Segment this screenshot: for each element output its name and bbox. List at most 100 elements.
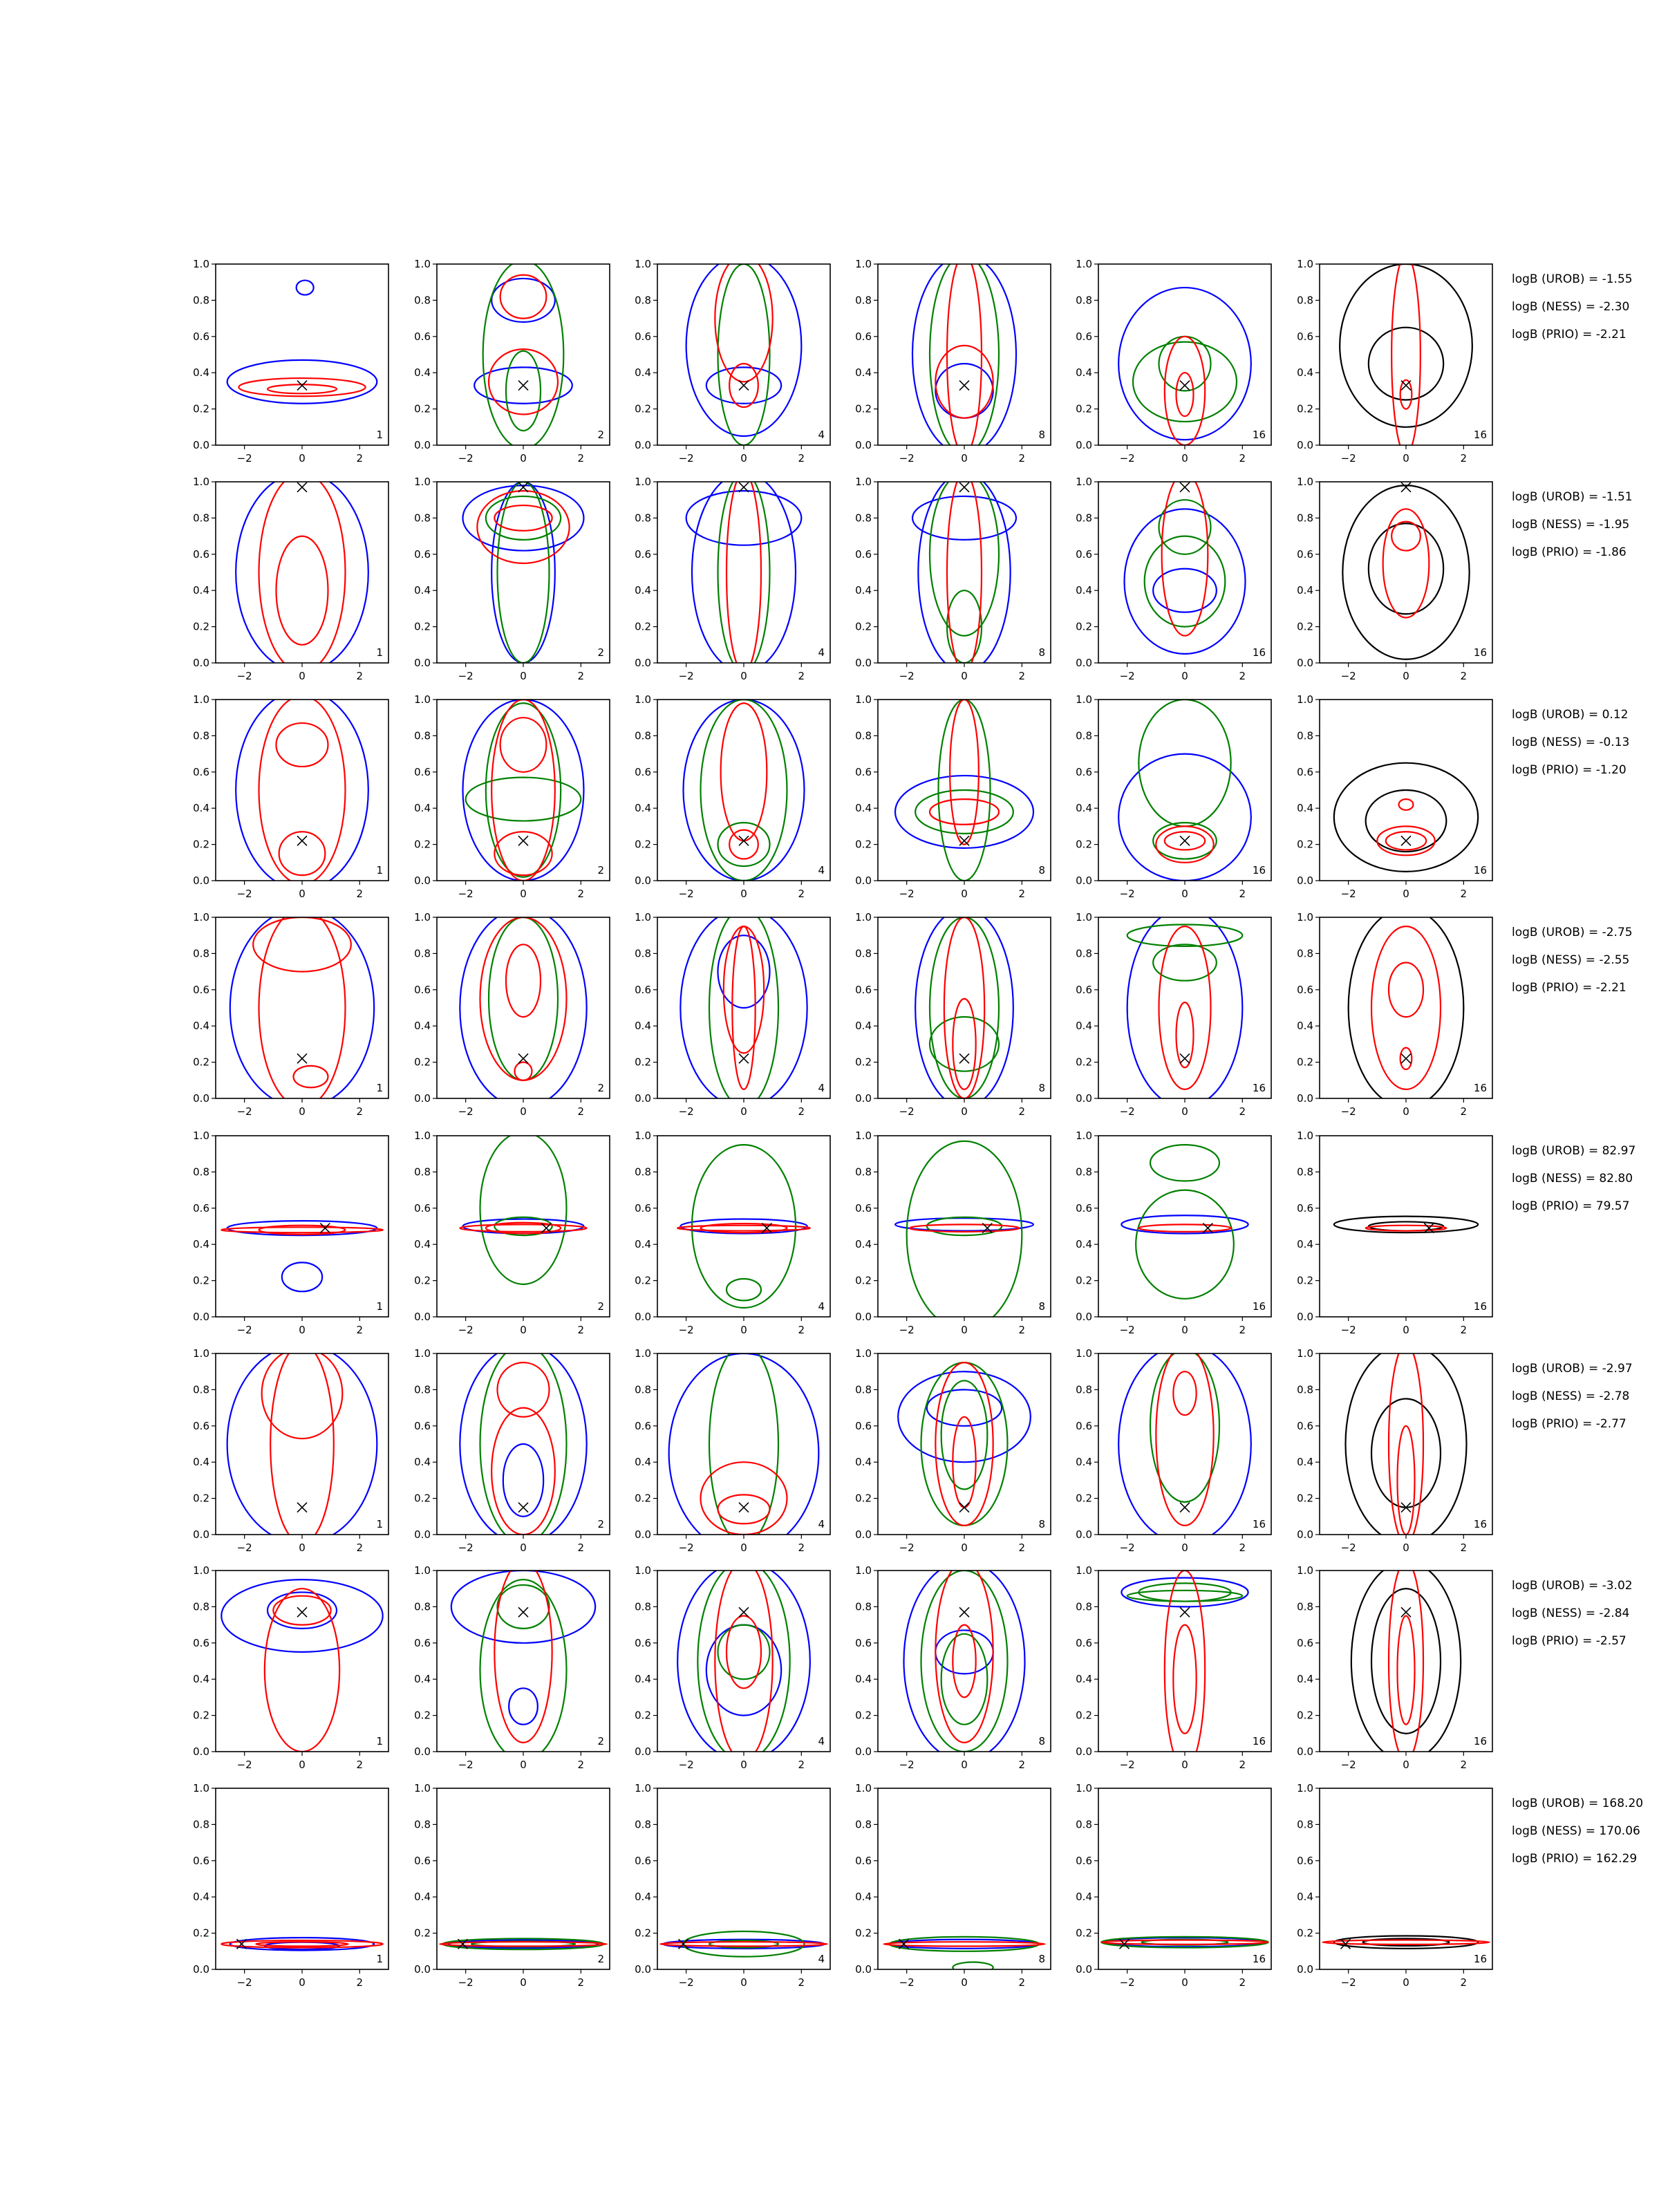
contour-black-1 xyxy=(1333,1215,1479,1234)
x-tick-label: 0 xyxy=(520,1105,527,1118)
contour-green-3 xyxy=(920,1571,1009,1752)
x-tick-label: 0 xyxy=(961,670,968,682)
logb-stat: logB (NESS) = -2.84 xyxy=(1512,1606,1629,1620)
contour-red-6 xyxy=(476,489,570,564)
x-tick-label: −2 xyxy=(899,670,915,682)
x-tick-label: −2 xyxy=(1341,888,1356,900)
x-marker xyxy=(738,1053,749,1064)
y-tick-label: 0.4 xyxy=(855,1238,872,1250)
x-tick-label: 2 xyxy=(1019,452,1026,465)
contour-red-6 xyxy=(952,1624,977,1698)
y-tick-label: 0.4 xyxy=(1076,1020,1092,1032)
contour-red-4 xyxy=(439,1941,608,1947)
panel-r7-c5: 0.0 0.2 0.4 0.6 0.8 1.0 −2 0 2 16 xyxy=(1076,1564,1272,1771)
panel-r6-c1: 0.0 0.2 0.4 0.6 0.8 1.0 −2 0 21 xyxy=(193,1347,389,1554)
y-tick-label: 0.4 xyxy=(414,802,431,814)
x-tick-label: 2 xyxy=(578,1976,585,1989)
panel-number: 1 xyxy=(376,1735,383,1747)
x-marker xyxy=(959,1606,970,1618)
x-tick-label: 0 xyxy=(1403,1324,1409,1336)
y-tick-label: 0.2 xyxy=(1076,1709,1092,1722)
x-tick-label: −2 xyxy=(1341,452,1356,465)
contour-blue-1 xyxy=(679,1218,808,1235)
contour-black-2 xyxy=(1367,523,1445,615)
contour-group xyxy=(1100,1936,1269,1949)
contour-black-2 xyxy=(1362,1938,1450,1947)
panel-number: 8 xyxy=(1038,1953,1045,1965)
y-tick-label: 0.8 xyxy=(635,512,651,524)
contour-red-4 xyxy=(943,917,986,1098)
x-marker xyxy=(738,482,749,493)
contour-red-3 xyxy=(1382,508,1430,619)
panel-number: 8 xyxy=(1038,864,1045,877)
contour-green-3 xyxy=(725,1277,762,1302)
contour-green-3 xyxy=(1152,944,1217,982)
y-tick-label: 1.0 xyxy=(635,911,651,924)
x-tick-label: 2 xyxy=(357,1324,364,1336)
y-tick-label: 0.8 xyxy=(1076,294,1092,306)
x-tick-label: −2 xyxy=(899,452,915,465)
y-tick-label: 0.2 xyxy=(193,838,209,851)
y-tick-label: 0.2 xyxy=(1297,621,1313,633)
contour-blue-1 xyxy=(685,264,803,437)
y-tick-label: 0.0 xyxy=(1297,1311,1313,1323)
x-tick-label: −2 xyxy=(1341,1105,1356,1118)
y-tick-label: 0.8 xyxy=(1076,729,1092,742)
panel-frame xyxy=(215,481,389,664)
logb-stat: logB (NESS) = -2.30 xyxy=(1512,300,1629,314)
x-marker xyxy=(1179,482,1190,493)
y-tick-label: 0.8 xyxy=(1297,1165,1313,1178)
y-tick-label: 1.0 xyxy=(414,693,431,706)
contour-group xyxy=(659,1930,828,1958)
contour-green-4 xyxy=(940,1633,988,1725)
x-marker xyxy=(738,1502,749,1513)
y-tick-label: 1.0 xyxy=(1076,476,1092,488)
contour-black-2 xyxy=(1370,1398,1442,1508)
y-tick-label: 0.0 xyxy=(855,874,872,887)
y-tick-label: 0.2 xyxy=(414,1492,431,1505)
x-tick-label: −2 xyxy=(458,1324,474,1336)
logb-stat: logB (UROB) = -1.51 xyxy=(1512,490,1633,504)
contour-red-2 xyxy=(1370,925,1442,1090)
panel-frame xyxy=(657,481,831,664)
y-tick-label: 1.0 xyxy=(1297,1782,1313,1794)
y-tick-label: 0.0 xyxy=(193,1092,209,1105)
y-tick-label: 0.8 xyxy=(193,512,209,524)
panel-frame xyxy=(215,263,389,446)
y-tick-label: 0.0 xyxy=(1076,1745,1092,1758)
contour-green-4 xyxy=(496,482,550,663)
x-marker xyxy=(297,1606,308,1618)
y-tick-label: 0.8 xyxy=(855,512,872,524)
y-tick-label: 0.6 xyxy=(1297,1420,1313,1432)
x-tick-label: −2 xyxy=(899,1759,915,1771)
contour-red-5 xyxy=(731,925,756,1090)
y-tick-label: 1.0 xyxy=(855,1130,872,1142)
contour-group xyxy=(1344,1353,1468,1535)
y-tick-label: 0.4 xyxy=(855,1456,872,1468)
x-tick-label: 2 xyxy=(1461,1541,1468,1554)
x-tick-label: 0 xyxy=(740,1541,747,1554)
contour-green-2 xyxy=(708,1353,780,1535)
y-tick-label: 1.0 xyxy=(193,1130,209,1142)
y-tick-label: 0.6 xyxy=(193,1202,209,1215)
y-tick-label: 0.4 xyxy=(414,584,431,597)
x-tick-label: 2 xyxy=(357,452,364,465)
panel-r6-c5: 0.0 0.2 0.4 0.6 0.8 1.0 −2 0 2 16 xyxy=(1076,1347,1272,1554)
x-marker xyxy=(959,1502,970,1513)
contour-group xyxy=(897,1361,1031,1526)
x-marker xyxy=(1179,379,1190,391)
x-marker xyxy=(319,1223,330,1234)
panel-frame xyxy=(1098,263,1272,446)
contour-blue-1 xyxy=(1118,753,1252,881)
x-tick-label: 0 xyxy=(299,1976,306,1989)
contour-black-1 xyxy=(1339,264,1473,428)
contour-red-5 xyxy=(946,482,983,663)
contour-black-2 xyxy=(1370,1588,1442,1734)
panel-r2-c4: 0.0 0.2 0.4 0.6 0.8 1.0 −2 0 28 xyxy=(855,476,1051,682)
x-tick-label: 0 xyxy=(961,452,968,465)
panel-number: 1 xyxy=(376,1082,383,1094)
x-tick-label: −2 xyxy=(237,888,252,900)
contour-red-5 xyxy=(1172,1624,1197,1734)
y-tick-label: 0.0 xyxy=(1076,1963,1092,1976)
contour-red-5 xyxy=(714,264,774,383)
